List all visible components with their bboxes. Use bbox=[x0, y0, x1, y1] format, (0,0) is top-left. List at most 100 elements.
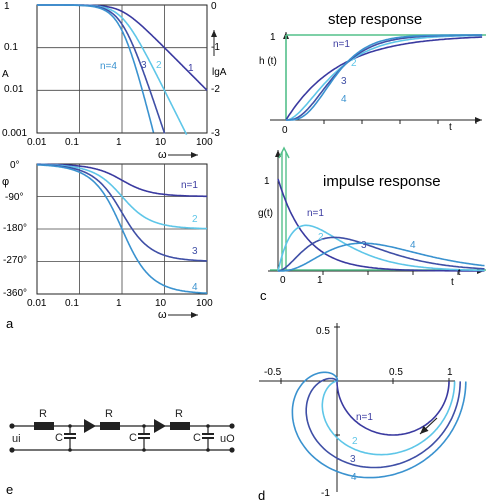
buffer-2 bbox=[154, 419, 166, 433]
phase-ytick-1: 0° bbox=[10, 160, 20, 171]
step-xtick-0: 0 bbox=[282, 125, 288, 136]
step-ytick-1: 1 bbox=[270, 32, 276, 43]
phase-series-label-4: 4 bbox=[192, 282, 198, 293]
capacitor-label-1: C bbox=[55, 432, 63, 444]
nyquist-ytick-1: 0.5 bbox=[316, 326, 330, 337]
impulse-response-plot: impulse response n=1 2 3 4 1 g(t) 0 1 t t c bbox=[258, 146, 486, 303]
amp-ytick-right-4: -3 bbox=[211, 128, 220, 139]
nyquist-series-2 bbox=[321, 380, 456, 456]
amp-series-label-3: 3 bbox=[141, 60, 147, 71]
circuit-node bbox=[68, 424, 72, 428]
output-voltage-label: uO bbox=[220, 433, 235, 445]
phase-series-4 bbox=[36, 164, 208, 294]
amp-series-label-4: n=4 bbox=[100, 61, 117, 72]
circuit-terminal bbox=[229, 423, 235, 429]
step-series-1 bbox=[285, 36, 483, 121]
input-voltage-label: ui bbox=[12, 433, 21, 445]
impulse-delta-arrowhead bbox=[278, 146, 290, 159]
circuit-terminal bbox=[9, 423, 15, 429]
step-title: step response bbox=[328, 11, 422, 28]
nyquist-series-3 bbox=[305, 377, 461, 469]
phase-xtick-3: 1 bbox=[116, 298, 122, 309]
nyquist-series-label-2: 2 bbox=[352, 436, 358, 447]
circuit-node bbox=[206, 448, 210, 452]
amp-ytick-right-3: -2 bbox=[211, 84, 220, 95]
amp-ytick-right-2: -1 bbox=[211, 42, 220, 53]
amp-xtick-2: 0.1 bbox=[65, 137, 79, 148]
resistor-3 bbox=[170, 422, 190, 430]
nyquist-plot: n=1 2 3 4 0.5 -1 -0.5 0.5 1 d bbox=[258, 323, 467, 503]
circuit-terminal bbox=[229, 447, 235, 453]
impulse-xtick-1: 1 bbox=[317, 275, 323, 286]
impulse-series-label-3: 3 bbox=[361, 240, 367, 251]
circuit-node bbox=[68, 448, 72, 452]
resistor-label-1: R bbox=[39, 408, 47, 420]
panel-label-a: a bbox=[6, 316, 14, 331]
amplitude-curves: 1 23 n=4 bbox=[37, 4, 208, 136]
step-series-2 bbox=[285, 34, 483, 121]
amp-series-4 bbox=[37, 4, 155, 133]
impulse-curves: n=1 2 3 4 bbox=[277, 178, 485, 272]
nyquist-ytick-2: -1 bbox=[321, 488, 330, 499]
buffer-1 bbox=[84, 419, 96, 433]
impulse-title: impulse response bbox=[323, 173, 441, 190]
impulse-xtick-0: 0 bbox=[280, 275, 286, 286]
amp-xtick-1: 0.01 bbox=[27, 137, 47, 148]
step-xlabel: t bbox=[449, 122, 452, 133]
capacitor-label-2: C bbox=[129, 432, 137, 444]
circuit-node bbox=[142, 424, 146, 428]
amp-xtick-3: 1 bbox=[116, 137, 122, 148]
amplitude-grid bbox=[37, 5, 207, 133]
step-curves: n=123 4 bbox=[285, 34, 483, 121]
phase-ytick-5: -360° bbox=[3, 288, 27, 299]
nyquist-xtick-3: 1 bbox=[447, 367, 453, 378]
amp-xtick-5: 100 bbox=[196, 137, 213, 148]
phase-xlabel: ω bbox=[158, 309, 167, 321]
resistor-label-3: R bbox=[175, 408, 183, 420]
nyquist-series-4 bbox=[291, 371, 467, 479]
nyquist-curves: n=1 2 3 4 bbox=[291, 371, 467, 483]
step-series-label-3: 3 bbox=[341, 76, 347, 87]
amp-ytick-1: 1 bbox=[4, 1, 10, 12]
step-series-4 bbox=[286, 34, 483, 121]
impulse-xlabel-2: t bbox=[458, 267, 461, 277]
amp-ytick-2: 0.1 bbox=[4, 42, 18, 53]
impulse-series-label-1: n=1 bbox=[307, 208, 324, 219]
nyquist-xtick-1: -0.5 bbox=[264, 367, 282, 378]
nyquist-direction-arrow bbox=[419, 417, 438, 435]
phase-series-2 bbox=[37, 163, 207, 230]
step-series-label-4: 4 bbox=[341, 94, 347, 105]
resistor-label-2: R bbox=[105, 408, 113, 420]
impulse-ylabel: g(t) bbox=[258, 208, 273, 219]
amp-ylabel: A bbox=[2, 69, 9, 80]
capacitor-label-3: C bbox=[193, 432, 201, 444]
impulse-xlabel: t bbox=[451, 277, 454, 288]
step-series-label-1: n=1 bbox=[333, 39, 350, 50]
phase-series-label-1: n=1 bbox=[181, 180, 198, 191]
circuit-node bbox=[206, 424, 210, 428]
phase-ytick-3: -180° bbox=[3, 223, 27, 234]
nyquist-series-label-4: 4 bbox=[351, 472, 357, 483]
phase-xtick-2: 0.1 bbox=[65, 298, 79, 309]
nyquist-series-1 bbox=[336, 381, 450, 436]
rc-ladder-circuit: R R RC C Cui uO bbox=[9, 408, 235, 453]
step-ylabel: h (t) bbox=[259, 56, 277, 67]
impulse-series-label-2: 2 bbox=[318, 232, 324, 243]
step-response-plot: step response n=123 4 1 h (t) 0 t bbox=[259, 11, 486, 136]
panel-label-d: d bbox=[258, 488, 265, 503]
panel-label-e: e bbox=[6, 482, 13, 497]
phase-curves: n=1 2 3 4 bbox=[36, 163, 208, 294]
amp-ytick-4: 0.001 bbox=[2, 128, 27, 139]
phase-series-3 bbox=[37, 163, 207, 262]
nyquist-xtick-2: 0.5 bbox=[389, 367, 403, 378]
circuit-terminal bbox=[9, 447, 15, 453]
phase-xtick-5: 100 bbox=[196, 298, 213, 309]
amp-ylabel-right: lgA bbox=[212, 67, 227, 78]
impulse-ytick-1: 1 bbox=[264, 176, 270, 187]
impulse-series-2 bbox=[277, 224, 485, 272]
amp-xtick-4: 10 bbox=[155, 137, 167, 148]
resistor-2 bbox=[100, 422, 120, 430]
panel-label-c: c bbox=[260, 288, 267, 303]
